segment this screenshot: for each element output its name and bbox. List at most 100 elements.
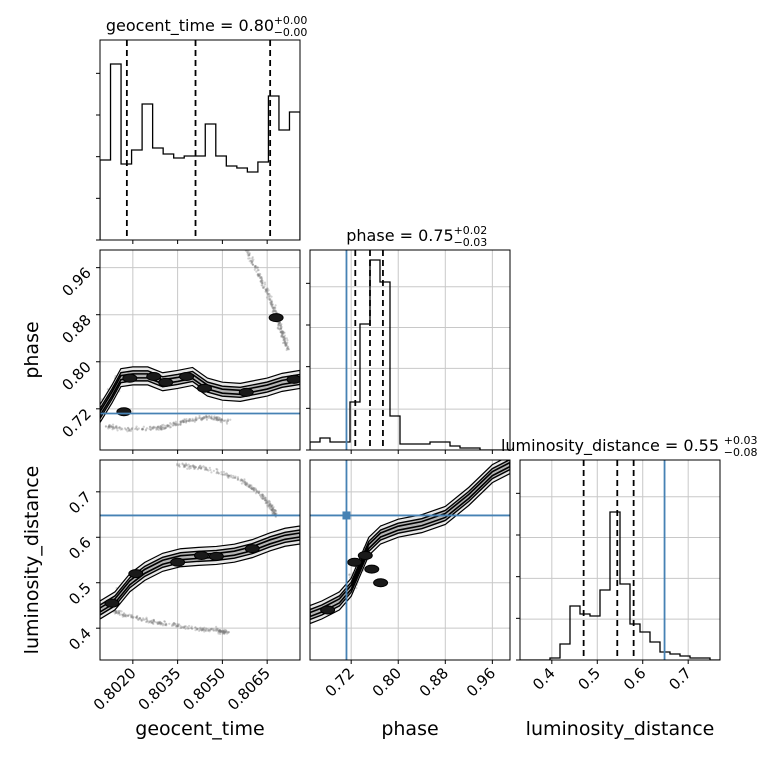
scatter-point — [269, 297, 272, 300]
scatter-point — [270, 505, 273, 509]
scatter-point — [127, 427, 131, 431]
scatter-point — [264, 499, 267, 502]
scatter-point — [192, 465, 195, 468]
scatter-point — [247, 254, 251, 257]
scatter-point — [104, 425, 108, 428]
scatter-point — [128, 429, 131, 432]
scatter-point — [280, 325, 283, 329]
scatter-point — [116, 429, 119, 432]
scatter-point — [266, 501, 269, 504]
scatter-point — [246, 251, 249, 254]
scatter-point — [241, 480, 245, 483]
scatter-point — [142, 618, 145, 621]
scatter-point — [264, 497, 267, 500]
scatter-point — [282, 337, 285, 340]
scatter-point — [264, 288, 267, 291]
scatter-point — [194, 419, 198, 422]
scatter-point — [195, 418, 198, 421]
scatter-point — [227, 630, 231, 634]
pair-frame-2 — [309, 459, 511, 661]
scatter-point — [163, 427, 167, 430]
scatter-point — [194, 629, 197, 632]
scatter-point — [251, 263, 255, 266]
scatter-point — [274, 509, 277, 512]
scatter-point — [119, 428, 122, 431]
scatter-point — [168, 424, 171, 427]
scatter-point — [221, 632, 224, 635]
scatter-point — [158, 620, 161, 623]
scatter-point — [182, 420, 185, 423]
panels-layer: geocent_time = 0.80 +0.00−0.00 phase = 0.7… — [21, 14, 758, 740]
ytick-label-phase-3: 0.96 — [58, 264, 94, 300]
scatter-point — [248, 257, 251, 260]
scatter-point — [222, 419, 226, 422]
scatter-point — [270, 305, 274, 308]
scatter-point — [183, 465, 187, 468]
scatter-point — [108, 425, 111, 428]
scatter-point — [200, 466, 203, 470]
scatter-point — [249, 485, 252, 488]
scatter-point — [286, 347, 289, 350]
xtick-label-luminosity_distance-1: 0.5 — [575, 664, 605, 694]
scatter-point — [232, 476, 236, 479]
scatter-point — [185, 419, 188, 422]
scatter-point — [226, 419, 230, 422]
scatter-point — [257, 275, 260, 278]
scatter-point — [216, 627, 219, 630]
scatter-point — [264, 502, 267, 505]
density-peak-0 — [104, 598, 120, 608]
xtick-label-geocent_time-0: 0.8020 — [90, 664, 140, 714]
scatter-point — [165, 624, 168, 627]
scatter-point — [272, 310, 275, 313]
scatter-point — [182, 421, 185, 424]
scatter-point — [194, 626, 197, 629]
scatter-point — [250, 261, 254, 264]
scatter-point — [120, 613, 123, 616]
scatter-point — [187, 419, 191, 422]
scatter-point — [124, 428, 127, 431]
scatter-point — [116, 612, 120, 615]
scatter-point — [113, 612, 117, 615]
scatter-point — [204, 466, 207, 469]
scatter-point — [140, 428, 144, 431]
scatter-point — [172, 623, 175, 626]
scatter-point — [151, 619, 154, 622]
scatter-point — [270, 301, 273, 304]
scatter-point — [255, 270, 258, 273]
scatter-point — [264, 290, 267, 293]
scatter-point — [279, 330, 282, 334]
scatter-point — [251, 263, 254, 266]
scatter-point — [286, 341, 289, 344]
scatter-point — [149, 619, 153, 623]
scatter-point — [257, 491, 260, 495]
scatter-point — [206, 628, 209, 631]
scatter-point — [145, 616, 148, 619]
scatter-point — [214, 628, 218, 631]
scatter-point — [131, 426, 134, 430]
scatter-point — [166, 425, 170, 428]
scatter-point — [222, 470, 226, 474]
scatter-point — [254, 492, 258, 495]
scatter-point — [279, 327, 283, 330]
scatter-point — [191, 419, 194, 422]
scatter-point — [148, 620, 151, 623]
scatter-point — [270, 299, 273, 302]
scatter-point — [283, 341, 286, 344]
scatter-point — [209, 628, 212, 631]
scatter-point — [218, 630, 221, 633]
scatter-point — [218, 629, 222, 632]
scatter-point — [220, 470, 223, 474]
scatter-point — [285, 348, 288, 352]
scatter-point — [237, 478, 240, 481]
density-peak-4 — [373, 578, 389, 588]
pair-panel-geocent_time-phase — [100, 250, 300, 450]
scatter-point — [161, 428, 164, 431]
scatter-point — [250, 487, 253, 490]
scatter-point — [205, 466, 208, 470]
scatter-point — [278, 322, 281, 325]
hist-panel-geocent_time — [100, 40, 300, 240]
scatter-point — [267, 499, 271, 502]
scatter-point — [178, 465, 181, 468]
scatter-point — [219, 631, 222, 634]
scatter-point — [205, 627, 208, 630]
